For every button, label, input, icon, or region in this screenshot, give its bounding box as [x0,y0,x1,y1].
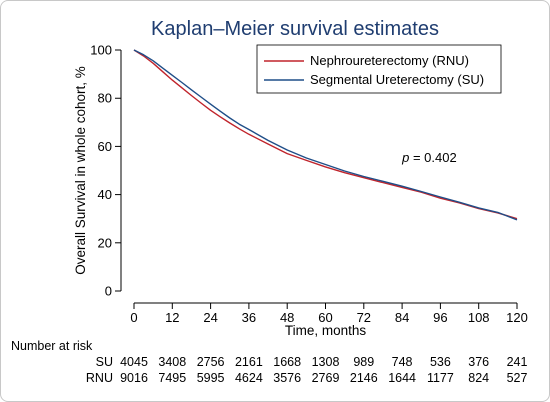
x-tick-label: 36 [242,310,256,325]
series-layer [133,49,518,221]
legend-label-su: Segmental Ureterectomy (SU) [310,72,484,87]
risk-table-heading: Number at risk [11,339,93,353]
risk-count: 536 [430,355,451,369]
risk-count: 4045 [120,355,148,369]
y-tick-label: 20 [98,235,112,250]
risk-count: 2756 [197,355,225,369]
p-value-annotation: p = 0.402 [401,150,457,165]
y-tick-label: 100 [90,43,112,58]
risk-table: Number at risk SU 4045 3408 2756 2161 1668 130… [11,339,527,385]
y-axis-label: Overall Survival in whole cohort, % [73,66,88,275]
risk-count: 4624 [235,371,263,385]
risk-count: 824 [468,371,489,385]
p-value-symbol: p [401,150,409,165]
x-tick-label: 0 [130,310,137,325]
x-tick-label: 48 [280,310,294,325]
risk-count: 9016 [120,371,148,385]
risk-count: 1644 [388,371,416,385]
risk-count: 527 [507,371,528,385]
risk-count: 2769 [312,371,340,385]
risk-count: 2161 [235,355,263,369]
legend-label-rnu: Nephroureterectomy (RNU) [310,53,469,68]
risk-count: 1308 [312,355,340,369]
series-line-1 [133,49,518,221]
x-tick-label: 60 [318,310,332,325]
x-axis-label: Time, months [285,323,367,338]
p-value-text: = 0.402 [409,150,456,165]
risk-count: 3576 [273,371,301,385]
risk-count: 2146 [350,371,378,385]
risk-count: 7495 [158,371,186,385]
x-tick-label: 72 [357,310,371,325]
chart-title: Kaplan–Meier survival estimates [151,18,439,40]
legend: Nephroureterectomy (RNU) Segmental Urete… [256,44,502,94]
risk-count: 1177 [427,371,454,385]
x-tick-label: 12 [165,310,179,325]
x-tick-label: 108 [468,310,490,325]
x-axis: 0 12 24 36 48 60 72 84 96 108 120 [130,302,528,325]
risk-count: 3408 [158,355,186,369]
y-tick-label: 80 [98,91,112,106]
risk-row-label: RNU [86,371,113,385]
risk-row-label: SU [96,355,113,369]
legend-box [256,44,502,94]
x-tick-label: 96 [433,310,447,325]
risk-count: 989 [353,355,374,369]
y-tick-label: 60 [98,139,112,154]
y-axis: 0 20 40 60 80 100 [90,43,122,299]
y-tick-label: 0 [105,284,112,299]
risk-count: 376 [468,355,489,369]
x-tick-label: 24 [203,310,217,325]
risk-count: 1668 [273,355,301,369]
x-tick-label: 84 [395,310,409,325]
series-line-0 [133,49,518,220]
y-tick-label: 40 [98,187,112,202]
risk-count: 748 [392,355,413,369]
risk-count: 5995 [197,371,225,385]
risk-count: 241 [507,355,528,369]
x-tick-label: 120 [506,310,528,325]
